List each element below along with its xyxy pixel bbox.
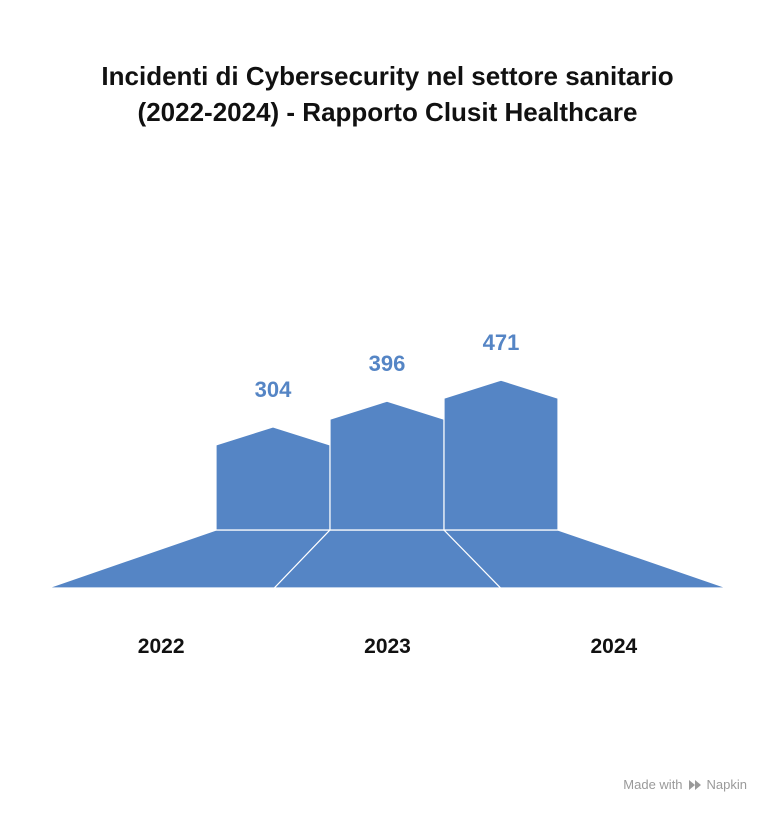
- bar-2024: [443, 379, 559, 531]
- category-label-2022: 2022: [138, 635, 185, 658]
- data-label-2023: 396: [369, 351, 406, 376]
- chart-title: Incidenti di Cybersecurity nel settore s…: [0, 58, 775, 130]
- chart-title-line-2: (2022-2024) - Rapporto Clusit Healthcare: [137, 97, 638, 127]
- data-label-2022: 304: [255, 377, 292, 402]
- category-label-2023: 2023: [364, 635, 411, 658]
- category-label-2024: 2024: [590, 635, 637, 658]
- chart-title-line-1: Incidenti di Cybersecurity nel settore s…: [101, 61, 674, 91]
- chart-base: [47, 529, 728, 589]
- data-labels: 304 396 471: [255, 330, 520, 402]
- watermark-text: Made with: [623, 777, 683, 792]
- watermark: Made with Napkin: [623, 777, 747, 792]
- data-label-2024: 471: [483, 330, 520, 355]
- bar-2023: [329, 400, 445, 531]
- bars: [215, 379, 559, 531]
- napkin-logo-icon: [688, 779, 701, 790]
- watermark-brand: Napkin: [706, 777, 747, 792]
- bar-2022: [215, 426, 331, 531]
- category-labels: 2022 2023 2024: [138, 635, 638, 658]
